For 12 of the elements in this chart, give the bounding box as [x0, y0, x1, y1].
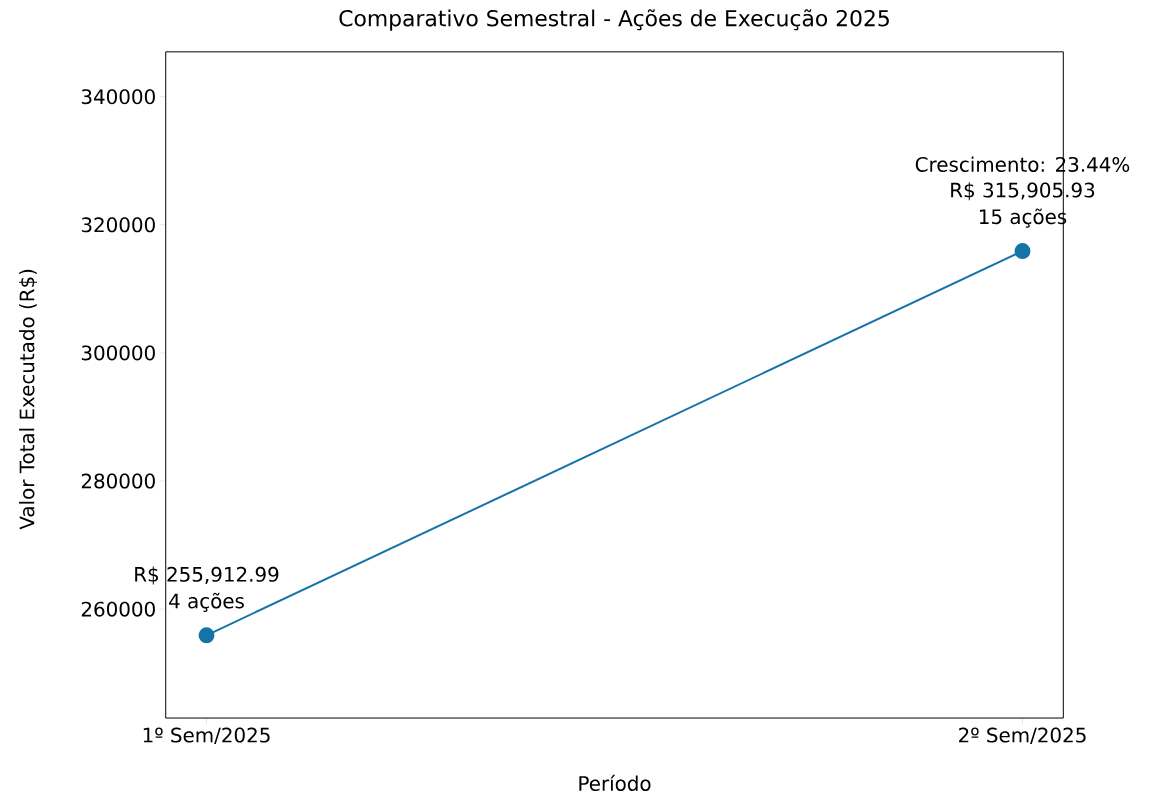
x-tick-label: 2º Sem/2025 — [959, 727, 1086, 745]
x-axis-title: Período — [579, 774, 651, 792]
annotation: 4 ações — [169, 592, 244, 613]
y-tick-label: 340000 — [81, 89, 155, 105]
annotation: R$ 255,912.99 — [135, 566, 279, 585]
x-tick-label: 1º Sem/2025 — [143, 727, 270, 745]
y-tick-label: 260000 — [81, 601, 155, 617]
y-tick-label: 320000 — [81, 217, 155, 233]
y-axis-title: Valor Total Executado (R$) — [19, 269, 38, 530]
y-tick-label: 280000 — [81, 473, 155, 489]
y-tick-label: 300000 — [81, 345, 155, 361]
chart-title: Comparativo Semestral - Ações de Execução 2025 — [339, 9, 889, 31]
